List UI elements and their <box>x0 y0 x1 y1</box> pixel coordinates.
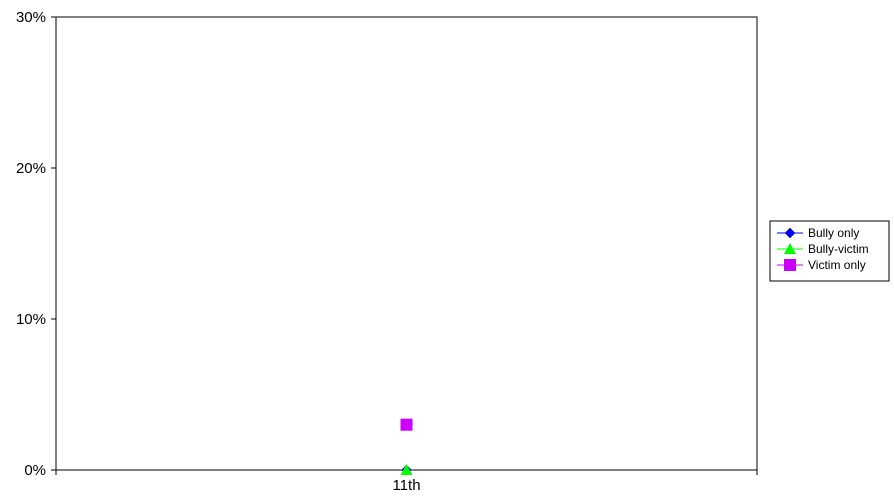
legend-marker <box>784 227 796 239</box>
legend-marker <box>784 259 796 271</box>
legend-label: Victim only <box>808 258 866 272</box>
series-layer <box>400 418 413 476</box>
y-tick-label: 0% <box>24 462 46 479</box>
y-tick-label: 20% <box>16 160 46 177</box>
legend-label: Bully-victim <box>808 242 869 256</box>
data-point <box>400 464 413 475</box>
legend: Bully only Bully-victim Victim only <box>769 220 890 282</box>
series-bully-victim <box>400 464 413 475</box>
legend-item: Bully-victim <box>777 242 869 256</box>
x-tick-label: 11th <box>392 477 420 494</box>
y-tick-label: 10% <box>16 311 46 328</box>
data-point <box>400 418 413 431</box>
plot-area <box>55 16 758 471</box>
y-tick-label: 30% <box>16 9 46 26</box>
x-axis: 11th <box>55 470 758 494</box>
y-axis: 0% 10% 20% 30% <box>16 9 56 479</box>
legend-item: Bully only <box>777 226 859 240</box>
series-victim-only <box>400 418 413 431</box>
legend-label: Bully only <box>808 226 859 240</box>
legend-marker <box>784 243 796 254</box>
legend-item: Victim only <box>777 258 866 272</box>
